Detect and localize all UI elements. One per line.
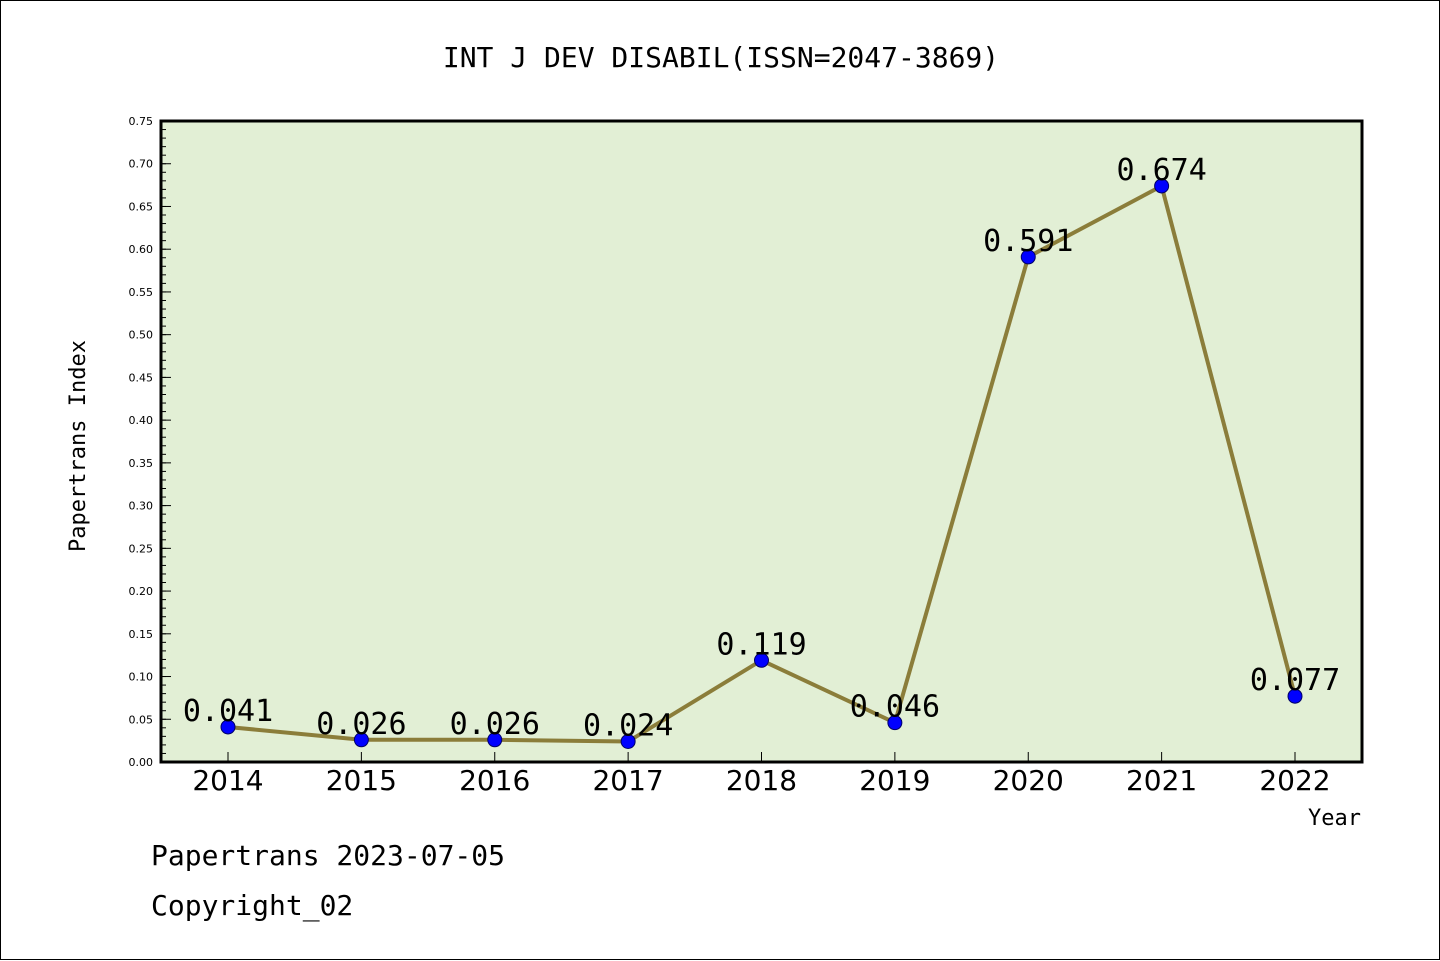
y-tick-label: 0.35 [129, 457, 154, 470]
x-tick-label: 2014 [192, 764, 263, 797]
data-label: 0.591 [983, 224, 1073, 259]
x-tick-label: 2022 [1259, 764, 1330, 797]
data-point [353, 732, 369, 748]
chart-title: INT J DEV DISABIL(ISSN=2047-3869) [443, 41, 999, 74]
y-tick-label: 0.00 [129, 756, 154, 769]
y-tick-label: 0.20 [129, 585, 154, 598]
x-tick-label: 2017 [592, 764, 663, 797]
y-tick-label: 0.55 [129, 286, 154, 299]
data-point [1287, 688, 1303, 704]
x-tick-label: 2021 [1126, 764, 1197, 797]
y-tick-label: 0.65 [129, 200, 154, 213]
data-point [1020, 249, 1036, 265]
x-axis-ticks: 2014 2015 2016 2017 2018 2019 2020 2021 2022 [192, 752, 1331, 797]
data-label: 0.024 [583, 708, 673, 743]
y-tick-label: 0.25 [129, 542, 154, 555]
data-point [754, 652, 769, 668]
data-label: 0.026 [450, 707, 540, 742]
y-tick-label: 0.45 [129, 371, 154, 384]
data-label: 0.041 [183, 694, 273, 729]
y-tick-label: 0.40 [129, 414, 154, 427]
x-tick-label: 2020 [993, 764, 1064, 797]
footer-copyright-text: Copyright_02 [151, 889, 353, 923]
y-axis-label: Papertrans Index [66, 340, 91, 552]
y-tick-label: 0.75 [129, 115, 154, 128]
data-label: 0.046 [850, 690, 940, 725]
x-tick-label: 2016 [459, 764, 530, 797]
data-point [220, 719, 236, 735]
data-label: 0.077 [1250, 663, 1340, 698]
y-tick-label: 0.50 [129, 329, 154, 342]
y-tick-label: 0.70 [129, 158, 154, 171]
data-point [487, 732, 503, 748]
data-point [1154, 178, 1170, 194]
x-tick-label: 2018 [726, 764, 797, 797]
data-point [620, 733, 636, 749]
x-axis-label: Year [1308, 806, 1361, 831]
series-markers [220, 178, 1303, 749]
data-label: 0.674 [1116, 153, 1206, 188]
data-label: 0.026 [316, 707, 406, 742]
y-tick-label: 0.10 [129, 671, 154, 684]
y-axis-ticks: 0.00 0.05 0.10 0.15 0.20 0.25 0.30 0.35 0.40 0.45… [129, 115, 171, 769]
y-tick-label: 0.60 [129, 243, 154, 256]
footer-date-text: Papertrans 2023-07-05 [151, 839, 505, 872]
data-point [887, 715, 903, 731]
y-tick-label: 0.30 [129, 500, 154, 513]
x-tick-label: 2015 [326, 764, 397, 797]
data-label: 0.119 [716, 627, 806, 662]
x-tick-label: 2019 [859, 764, 930, 797]
y-tick-label: 0.05 [129, 713, 154, 726]
data-labels: 0.041 0.026 0.026 0.024 0.119 0.046 0.591 0.674… [183, 153, 1340, 744]
y-tick-label: 0.15 [129, 628, 154, 641]
